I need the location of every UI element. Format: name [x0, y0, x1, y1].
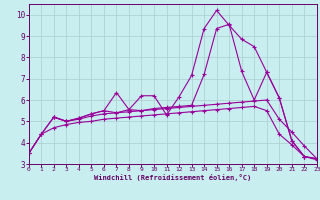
X-axis label: Windchill (Refroidissement éolien,°C): Windchill (Refroidissement éolien,°C)	[94, 174, 252, 181]
